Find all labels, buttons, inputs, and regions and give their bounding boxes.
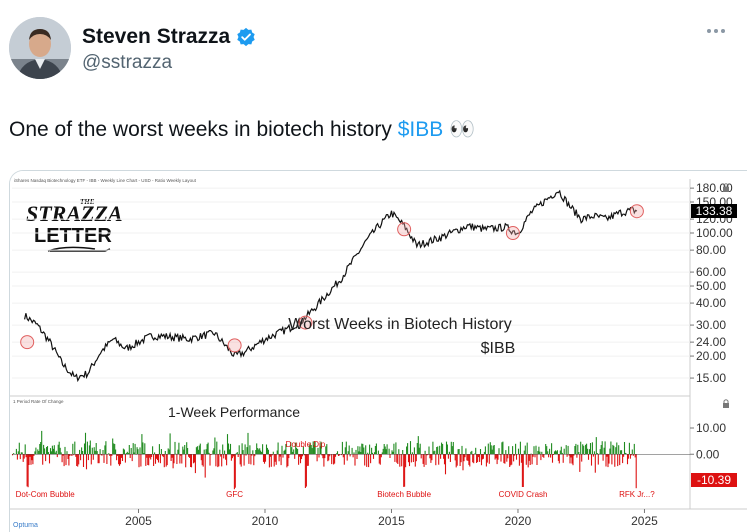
svg-text:-10.39: -10.39 <box>697 473 731 487</box>
ibb-price-line <box>24 189 638 383</box>
time-axis: 2005 2010 2015 2020 2025 <box>125 509 658 528</box>
chart-canvas: iShares Nasdaq Biotechnology ETF - IBB -… <box>10 171 747 532</box>
event-labels: Dot-Com Bubble GFC Double Dip Biotech Bubbl… <box>16 440 656 499</box>
worst-week-markers <box>20 204 644 353</box>
tweet-media-chart[interactable]: iShares Nasdaq Biotechnology ETF - IBB -… <box>9 170 747 532</box>
roc-axis: 10.00 0.00 <box>12 421 726 461</box>
lock-icon[interactable] <box>723 399 729 408</box>
roc-tick-label: 10.00 <box>696 421 726 435</box>
roc-panel-label: 1-Week Performance <box>168 404 300 420</box>
worst-week-marker <box>20 335 35 350</box>
worst-week-marker <box>397 222 412 237</box>
svg-text:133.38: 133.38 <box>696 204 733 218</box>
price-tick-label: 80.00 <box>696 243 726 257</box>
chart-title: iShares Nasdaq Biotechnology ETF - IBB -… <box>14 178 197 183</box>
more-options-icon[interactable] <box>707 26 729 36</box>
eyes-emoji: 👀 <box>449 118 476 141</box>
event-label: Double Dip <box>286 440 326 449</box>
x-tick-label: 2025 <box>631 514 658 528</box>
logo-line-strazza: STRAZZA <box>26 201 123 226</box>
event-label: Biotech Bubble <box>377 490 431 499</box>
price-tick-label: 100.00 <box>696 226 733 240</box>
avatar-image <box>9 17 71 79</box>
price-tick-label: 30.00 <box>696 318 726 332</box>
price-gridlines <box>12 187 690 379</box>
worst-week-marker <box>505 226 520 241</box>
logo-line-letter: LETTER <box>34 225 112 247</box>
author-avatar[interactable] <box>9 17 71 79</box>
worst-week-marker <box>629 204 644 219</box>
author-handle[interactable]: @sstrazza <box>82 52 173 73</box>
price-tick-label: 20.00 <box>696 349 726 363</box>
last-roc-tag: -10.39 <box>691 473 737 487</box>
tweet-text-main: One of the worst weeks in biotech histor… <box>9 118 398 141</box>
worst-week-marker <box>227 338 242 353</box>
price-tick-label: 50.00 <box>696 279 726 293</box>
x-tick-label: 2020 <box>505 514 532 528</box>
optuma-logo: Optuma <box>13 522 38 529</box>
author-display-name[interactable]: Steven Strazza <box>82 25 231 48</box>
verified-badge-icon <box>236 27 256 47</box>
cashtag-link[interactable]: $IBB <box>397 118 444 141</box>
price-tick-label: 24.00 <box>696 335 726 349</box>
event-label: GFC <box>226 490 243 499</box>
roc-panel-title: 1 Period Rate Of Change <box>13 399 64 404</box>
price-tick-label: 40.00 <box>696 296 726 310</box>
price-series-line <box>24 189 638 383</box>
event-label: COVID Crash <box>499 490 548 499</box>
last-price-tag: 133.38 <box>691 204 737 218</box>
weekly-roc-bars <box>11 430 637 490</box>
event-label: RFK Jr...? <box>619 490 655 499</box>
annotation-title: Worst Weeks in Biotech History <box>288 316 511 333</box>
roc-tick-label: 0.00 <box>696 447 720 461</box>
price-tick-label: 15.00 <box>696 371 726 385</box>
tweet-text: One of the worst weeks in biotech histor… <box>9 118 475 142</box>
event-label: Dot-Com Bubble <box>16 490 76 499</box>
x-tick-label: 2005 <box>125 514 152 528</box>
x-tick-label: 2015 <box>378 514 405 528</box>
x-tick-label: 2010 <box>252 514 279 528</box>
annotation-ticker: $IBB <box>481 340 516 357</box>
price-tick-label: 60.00 <box>696 265 726 279</box>
lock-icon[interactable] <box>723 183 729 192</box>
strazza-letter-logo: THE STRAZZA LETTER <box>26 198 123 252</box>
worst-week-marker <box>298 315 313 330</box>
